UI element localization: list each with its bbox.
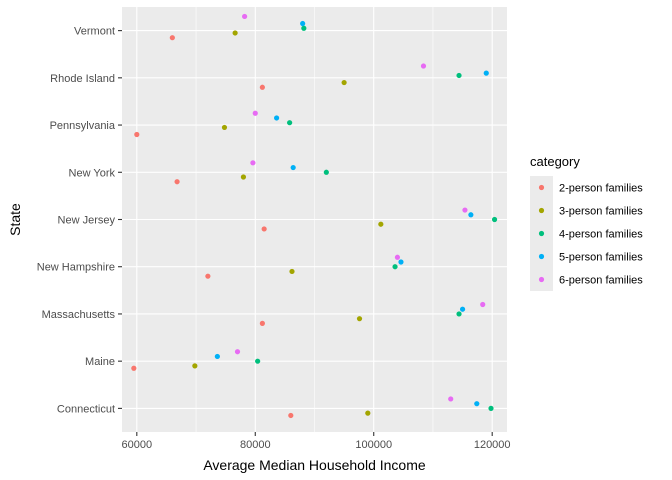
legend-swatch [538,184,545,191]
data-point [205,273,211,279]
x-tick-label: 100000 [355,439,392,451]
data-point [378,221,384,227]
legend-label: 6-person families [559,275,643,287]
data-point [214,353,220,360]
x-axis-title: Average Median Household Income [203,457,426,473]
data-point [259,84,265,90]
legend-label: 5-person families [559,252,643,264]
data-point [240,174,247,180]
data-point [169,35,175,41]
data-point [134,131,140,138]
legend-label: 4-person families [559,229,643,241]
x-tick-label: 120000 [474,439,511,451]
data-point [242,13,248,20]
data-point [341,79,347,86]
y-tick-label: Connecticut [57,403,115,415]
data-point [398,259,404,265]
y-tick-label: Maine [85,356,115,368]
data-point [462,207,468,213]
data-point [287,120,293,126]
data-point [273,115,280,121]
y-tick-label: New Hampshire [37,262,115,274]
data-point [483,70,489,76]
data-point [356,316,363,322]
y-tick-label: Rhode Island [50,73,115,85]
data-point [468,212,474,218]
y-tick-label: New Jersey [58,215,116,227]
x-axis-ticks: 60000 80000 100000 120000 [122,432,511,451]
x-tick-label: 80000 [240,439,271,451]
legend-label: 2-person families [559,183,643,195]
data-point [323,169,329,175]
y-tick-label: Massachusetts [42,309,116,321]
data-point [259,320,265,326]
data-point [488,405,494,411]
data-point [448,396,454,402]
y-tick-label: Pennsylvania [50,120,116,132]
data-point [420,63,427,69]
data-point [261,226,267,232]
legend: category 2-person families 3-person famil… [530,154,643,291]
y-tick-label: New York [69,167,116,179]
data-point [290,164,296,171]
data-point [289,268,295,275]
legend-swatch [538,276,545,283]
y-tick-label: Vermont [74,26,115,38]
data-point [192,363,198,369]
data-point [131,365,137,371]
x-tick-label: 60000 [122,439,153,451]
data-point [288,412,294,419]
data-point [456,311,462,317]
data-point [250,160,256,166]
legend-swatch [538,207,545,214]
legend-swatch [538,230,545,237]
data-point [301,25,307,31]
legend-title: category [530,154,580,169]
data-point [394,254,401,260]
data-point [491,216,498,223]
data-point [234,349,241,355]
data-point [252,110,258,116]
y-axis-ticks: Connecticut Maine Massachusetts New Hampshi… [37,26,122,415]
data-point [221,124,228,131]
data-point [459,306,466,312]
legend-swatch [538,253,545,260]
data-point [365,410,371,416]
data-point [474,401,480,407]
legend-label: 3-person families [559,206,643,218]
data-point [392,264,398,270]
data-point [480,301,486,308]
data-points [131,13,498,419]
y-axis-title: State [7,203,23,236]
data-point [232,30,238,36]
data-point [300,20,306,27]
data-point [456,72,462,79]
data-point [255,358,261,364]
data-point [174,179,180,185]
